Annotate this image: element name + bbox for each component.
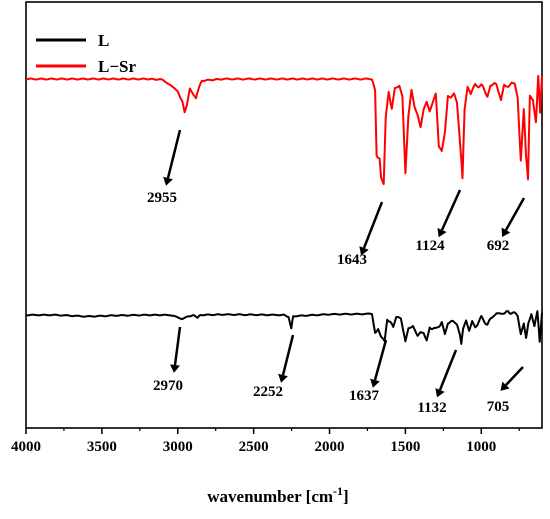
annotation-label-2252: 2252	[253, 384, 283, 400]
annotation-arrowhead-1132	[435, 388, 445, 398]
annotation-arrow-1132	[438, 349, 458, 391]
annotation-arrow-1124	[440, 189, 462, 231]
annotation-arrowhead-1643	[359, 246, 369, 256]
annotation-arrow-705	[505, 366, 524, 386]
annotation-label-2955: 2955	[147, 190, 177, 206]
annotation-arrow-2970	[173, 326, 182, 366]
series-line-l	[25, 310, 543, 345]
series-layer	[25, 75, 543, 345]
annotation-label-1132: 1132	[417, 400, 446, 416]
x-tick-label-2000: 2000	[315, 439, 345, 455]
annotation-label-692: 692	[487, 238, 510, 254]
annotation-label-1124: 1124	[415, 238, 445, 254]
plot-frame	[25, 1, 543, 429]
annotation-label-705: 705	[487, 399, 510, 415]
annotation-arrowhead-2955	[163, 176, 173, 186]
annotation-label-2970: 2970	[153, 378, 183, 394]
legend: L L−Sr	[36, 31, 136, 76]
x-tick-label-3500: 3500	[87, 439, 117, 455]
x-tick-label-2500: 2500	[239, 439, 269, 455]
series-line-l-sr	[25, 75, 543, 186]
x-tick-label-1500: 1500	[390, 439, 420, 455]
x-tick-label-4000: 4000	[11, 439, 41, 455]
x-tick-layer: 4000 3500 3000 2500 2000 1500 1000	[11, 428, 520, 455]
legend-label-l: L	[98, 31, 109, 50]
annotation-label-1643: 1643	[337, 252, 367, 268]
annotation-arrowhead-692	[501, 227, 511, 237]
annotation-label-1637: 1637	[349, 388, 380, 404]
annotation-arrowhead-2252	[278, 373, 288, 383]
x-tick-label-1000: 1000	[466, 439, 496, 455]
annotation-arrow-2252	[281, 334, 295, 376]
annotation-arrow-692	[504, 197, 526, 231]
x-axis-label: wavenumber [cm-1]	[207, 484, 348, 506]
annotation-arrowhead-1124	[437, 227, 447, 238]
annotation-arrowhead-1637	[370, 378, 380, 388]
annotation-arrow-1637	[373, 339, 388, 381]
annotation-arrow-1643	[362, 201, 384, 249]
annotation-arrow-2955	[166, 129, 182, 179]
x-tick-label-3000: 3000	[163, 439, 193, 455]
legend-label-l-sr: L−Sr	[98, 57, 136, 76]
annotation-arrowhead-705	[500, 381, 510, 391]
annotation-arrowhead-2970	[170, 364, 180, 373]
annotation-layer: 2955 1643 1124 692 2970 2252 1637 1132 705	[147, 129, 526, 416]
